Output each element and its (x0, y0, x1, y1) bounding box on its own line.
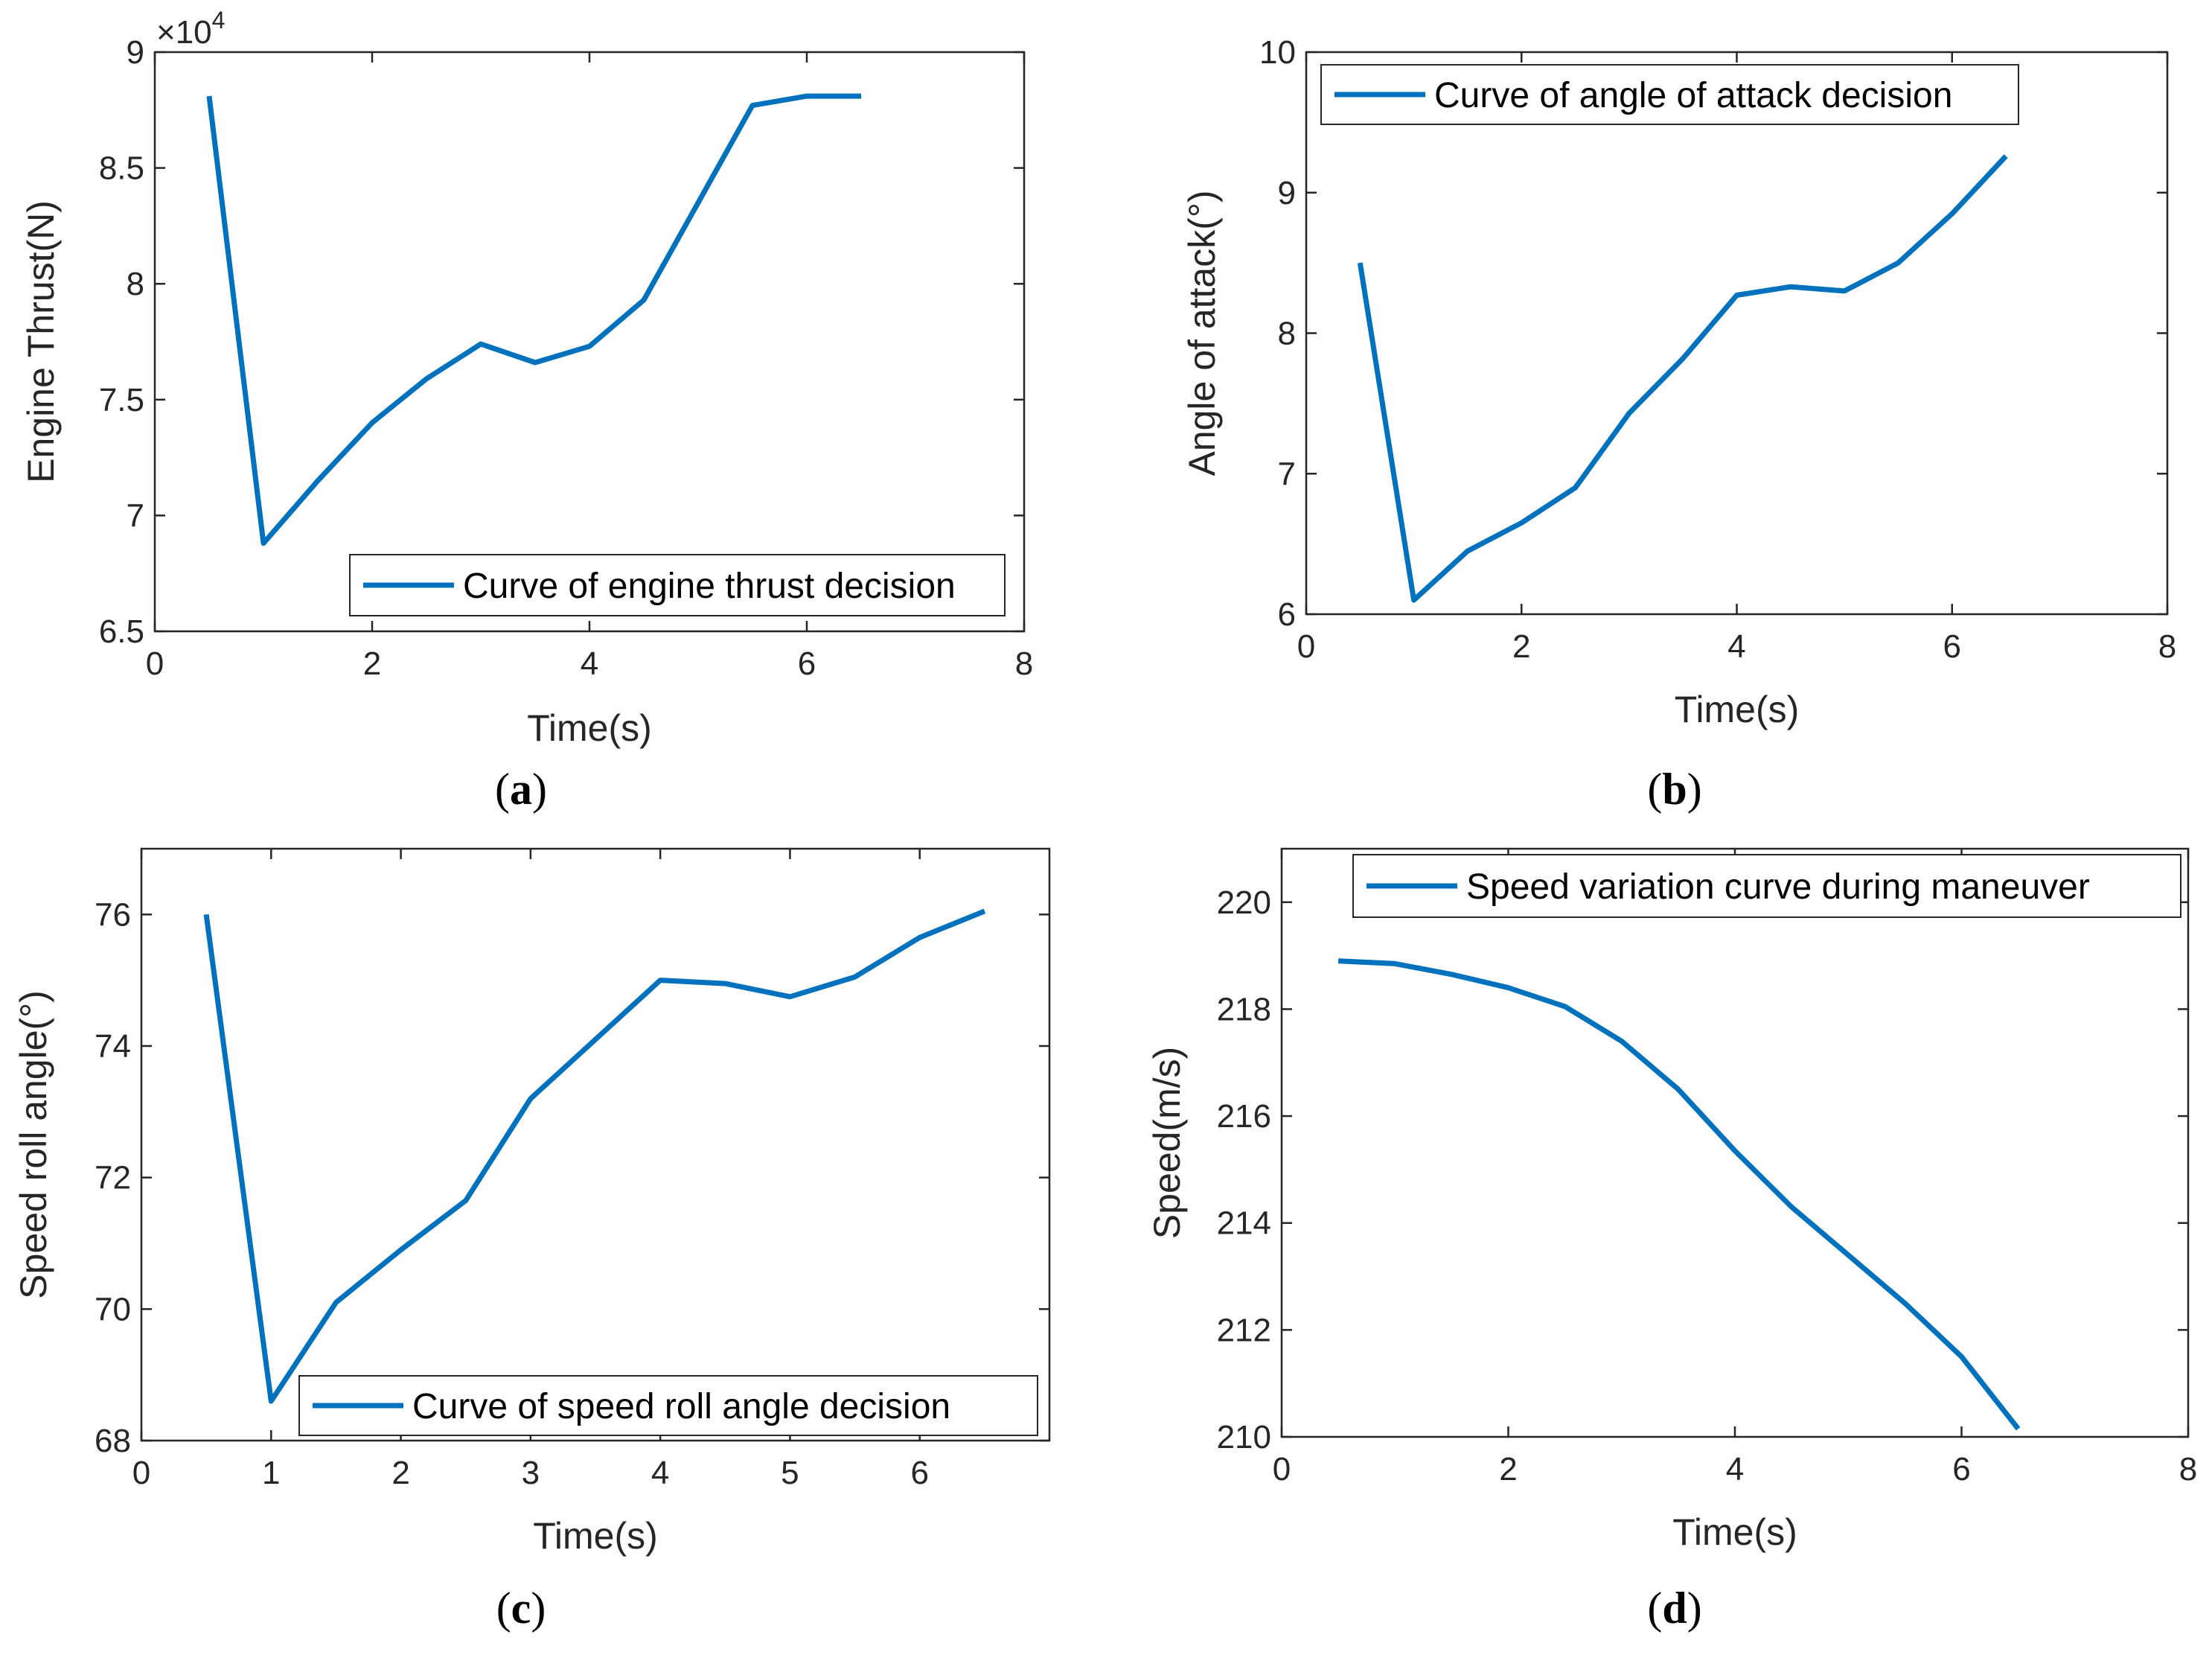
x-tick-label: 0 (132, 1455, 150, 1491)
legend-box (1352, 854, 2181, 918)
x-tick-label: 4 (1727, 628, 1745, 665)
x-tick-label: 6 (910, 1455, 928, 1491)
x-tick-label: 2 (391, 1455, 409, 1491)
chart-panel-d: 0 2 4 6 8 210 212 214 216 218 220 Time(s) Speed(m/s)… (1146, 847, 2197, 1633)
y-tick-label: 8 (127, 266, 144, 302)
legend-label: Curve of speed roll angle decision (412, 1387, 950, 1426)
x-tick-label: 6 (1952, 1451, 1970, 1487)
y-tick-label: 74 (95, 1028, 131, 1065)
y-axis-label: Engine Thrust(N) (20, 200, 62, 483)
legend-a: Curve of engine thrust decision (349, 554, 1006, 616)
y-tick-label: 7 (1278, 456, 1296, 492)
legend-label: Curve of engine thrust decision (463, 567, 956, 606)
y-tick-label: 7.5 (99, 382, 144, 418)
x-tick-label: 2 (1512, 628, 1530, 665)
y-tick-label: 10 (1259, 34, 1296, 71)
x-tick-label: 6 (798, 645, 816, 682)
x-tick-label: 0 (1273, 1451, 1291, 1487)
x-tick-label: 1 (262, 1455, 280, 1491)
x-axis-label: Time(s) (533, 1515, 658, 1557)
y-tick-label: 9 (1278, 175, 1296, 211)
y-tick-label: 212 (1217, 1312, 1271, 1348)
y-tick-label: 76 (95, 896, 131, 933)
legend-d: Speed variation curve during maneuver (1352, 854, 2181, 918)
chart-panel-b: 0 2 4 6 8 6 7 8 9 10 Time(s) Angle of attack(°) Curv… (1181, 34, 2176, 814)
series-line-b (1357, 154, 2008, 603)
legend-box (349, 554, 1006, 616)
x-tick-label: 8 (1015, 645, 1033, 682)
legend-box (1320, 64, 2019, 125)
x-tick-label: 2 (363, 645, 381, 682)
chart-panel-c: 0 1 2 3 4 5 6 68 70 72 74 76 Time(s) Speed roll angle… (13, 847, 1051, 1633)
x-tick-label: 4 (1726, 1451, 1744, 1487)
legend-label: Curve of angle of attack decision (1434, 76, 1952, 115)
y-tick-label: 220 (1217, 884, 1271, 921)
x-tick-label: 8 (2158, 628, 2176, 665)
y-axis-label: Angle of attack(°) (1181, 190, 1223, 476)
chart-panel-a: 0 2 4 6 8 6.5 7 7.5 8 8.5 9 ×104 Time(s) Engine Thrus… (20, 7, 1033, 814)
y-tick-label: 9 (127, 34, 144, 71)
y-axis-label: Speed(m/s) (1146, 1047, 1188, 1239)
y-tick-label: 68 (95, 1423, 131, 1459)
x-tick-label: 0 (1297, 628, 1315, 665)
x-axis-label: Time(s) (527, 707, 652, 749)
legend-label: Speed variation curve during maneuver (1466, 867, 2090, 907)
y-tick-label: 72 (95, 1160, 131, 1196)
plot-area-c (140, 847, 1051, 1442)
series-line-c (203, 908, 986, 1404)
x-tick-label: 6 (1943, 628, 1961, 665)
x-tick-label: 3 (522, 1455, 540, 1491)
y-tick-label: 6.5 (99, 613, 144, 650)
y-tick-label: 70 (95, 1291, 131, 1327)
x-tick-label: 4 (651, 1455, 669, 1491)
x-tick-label: 8 (2179, 1451, 2197, 1487)
series-line-d (1337, 958, 2021, 1431)
panel-caption-c: (c) (496, 1584, 546, 1633)
legend-c: Curve of speed roll angle decision (298, 1375, 1038, 1436)
y-tick-label: 210 (1217, 1419, 1271, 1455)
y-tick-label: 216 (1217, 1098, 1271, 1135)
x-axis-label: Time(s) (1672, 1511, 1797, 1553)
y-exponent-label: ×104 (156, 7, 225, 51)
y-tick-label: 218 (1217, 991, 1271, 1027)
plot-area-b (1305, 51, 2169, 616)
panel-caption-a: (a) (495, 765, 547, 814)
y-tick-label: 8 (1278, 316, 1296, 352)
y-tick-label: 214 (1217, 1205, 1271, 1242)
legend-b: Curve of angle of attack decision (1320, 64, 2019, 125)
x-axis-label: Time(s) (1675, 689, 1800, 730)
x-tick-label: 2 (1499, 1451, 1517, 1487)
series-line-a (206, 93, 861, 546)
y-tick-label: 8.5 (99, 150, 144, 187)
legend-box (298, 1375, 1038, 1436)
y-axis-label: Speed roll angle(°) (13, 990, 54, 1299)
x-tick-label: 4 (581, 645, 598, 682)
plot-area-d (1280, 847, 2190, 1438)
plot-area-a (153, 51, 1026, 633)
y-tick-label: 6 (1278, 596, 1296, 633)
x-tick-label: 5 (781, 1455, 799, 1491)
panel-caption-d: (d) (1647, 1584, 1701, 1633)
x-tick-label: 0 (146, 645, 164, 682)
y-tick-label: 7 (127, 497, 144, 534)
panel-caption-b: (b) (1647, 765, 1701, 814)
